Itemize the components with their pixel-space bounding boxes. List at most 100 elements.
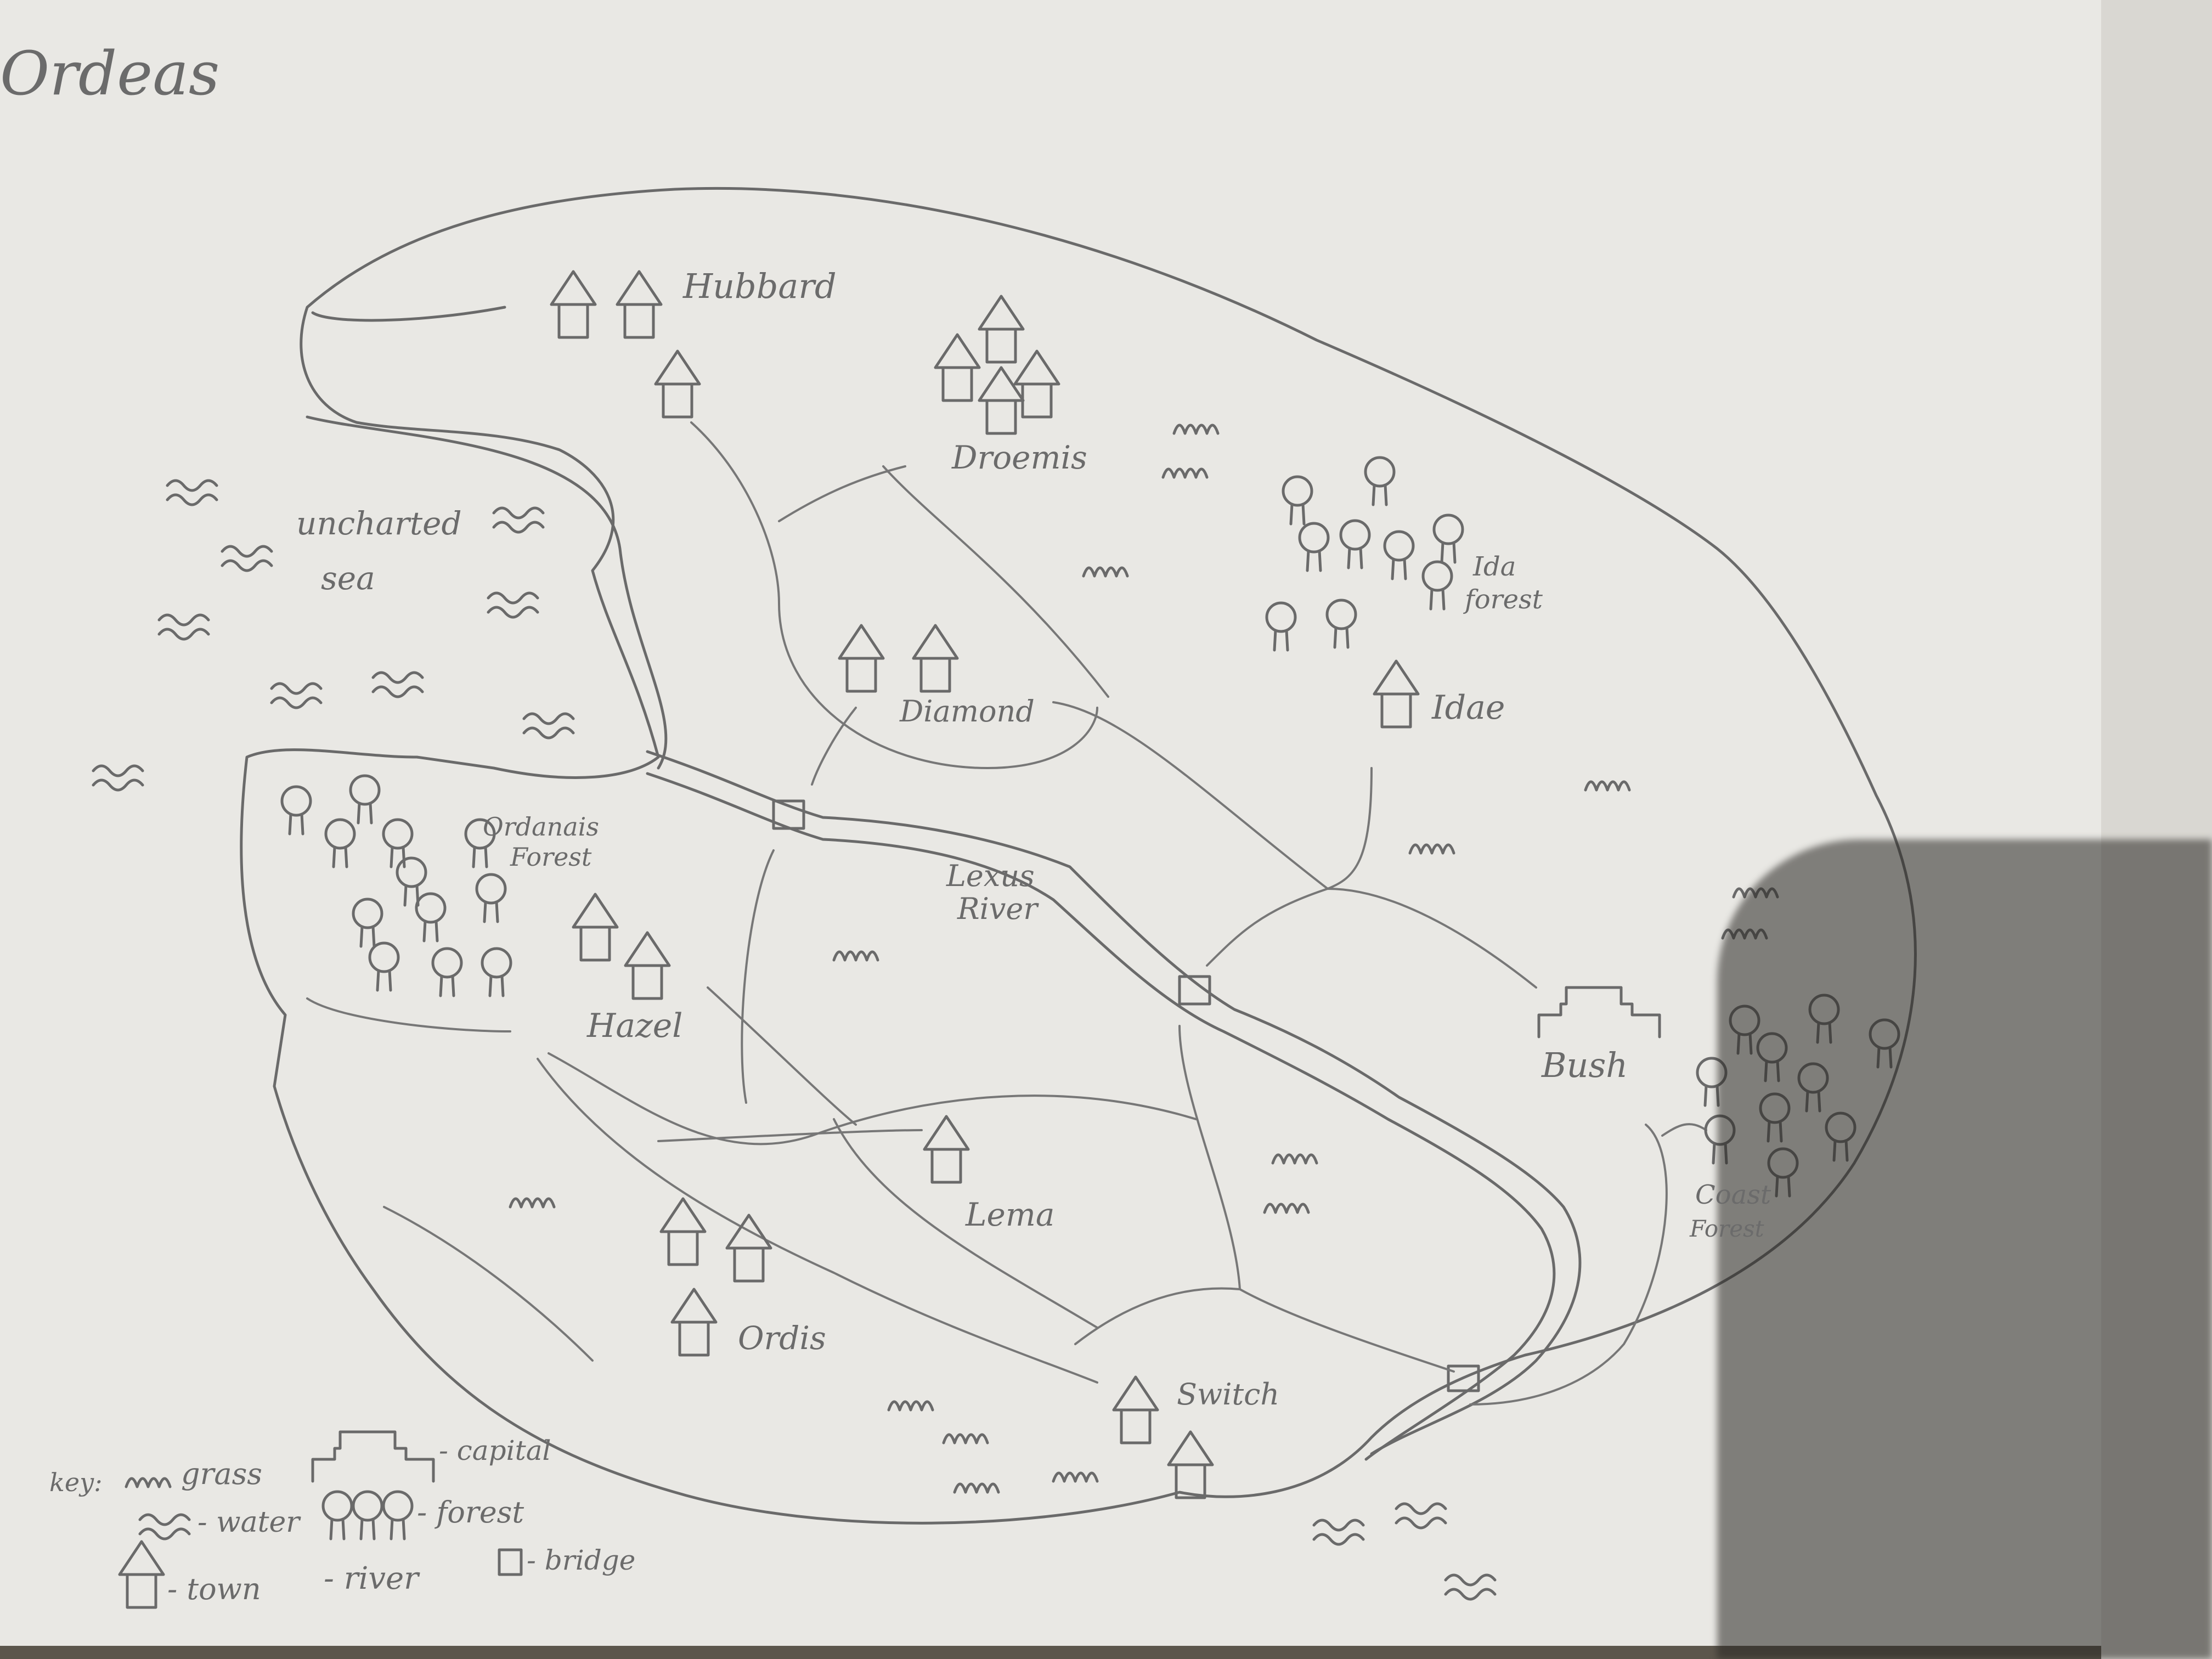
legend-key-label: key:: [49, 1468, 103, 1497]
label-ordanais-line1: Ordanais: [483, 812, 599, 842]
label-uncharted: uncharted: [296, 505, 462, 542]
water-wave-icon: [93, 766, 143, 790]
river-bank-north: [646, 750, 1582, 1455]
legend-grass: grass: [181, 1457, 262, 1491]
label-hubbard: Hubbard: [683, 266, 837, 306]
tree-icon: [323, 1492, 352, 1539]
grass-icon: [1410, 845, 1454, 853]
house-icon: [625, 933, 669, 998]
house-icon: [727, 1215, 771, 1281]
grass-icon: [1273, 1155, 1317, 1163]
house-icon: [1114, 1377, 1158, 1443]
house-icon: [935, 335, 979, 400]
grass-icon: [955, 1484, 998, 1492]
tree-icon: [326, 820, 354, 867]
label-droemis: Droemis: [952, 439, 1087, 476]
water-wave-icon: [140, 1515, 189, 1539]
water-wave-icon: [1446, 1575, 1495, 1599]
water-wave-icon: [222, 546, 272, 571]
house-icon: [672, 1289, 716, 1355]
label-lexus-line1: Lexus: [946, 859, 1035, 893]
shadow: [1717, 839, 2212, 1659]
legend-water: - water: [198, 1506, 300, 1539]
tree-icon: [416, 894, 445, 941]
label-ida-forest-line1: Ida: [1473, 551, 1516, 582]
house-icon: [617, 272, 661, 337]
tree-icon: [353, 899, 382, 946]
castle-icon: [313, 1432, 433, 1481]
sea-coast: [306, 306, 668, 770]
house-icon: [979, 368, 1023, 433]
house-icon: [839, 625, 883, 691]
house-icon: [1015, 351, 1059, 417]
tree-icon: [477, 874, 505, 922]
castle-icon: [1539, 988, 1660, 1037]
label-ordis: Ordis: [738, 1319, 826, 1357]
tree-icon: [353, 1492, 382, 1539]
house-icon: [573, 894, 617, 960]
water-wave-icon: [272, 684, 321, 708]
water-wave-icon: [494, 508, 543, 532]
label-diamond: Diamond: [900, 694, 1035, 729]
grass-icon: [834, 952, 878, 960]
map-title: Ordeas: [0, 38, 220, 109]
river-bank-south: [646, 772, 1556, 1461]
tree-icon: [1365, 458, 1394, 505]
label-bush: Bush: [1542, 1045, 1628, 1085]
grass-icon: [510, 1199, 554, 1207]
legend-capital: - capital: [439, 1435, 551, 1466]
water-wave-icon: [1396, 1504, 1446, 1528]
tree-icon: [1327, 600, 1356, 647]
tree-icon: [1385, 532, 1413, 579]
house-icon: [551, 272, 595, 337]
legend-forest: - forest: [417, 1495, 524, 1530]
bridge-icon: [1178, 975, 1211, 1006]
legend-town: - town: [167, 1572, 261, 1606]
grass-icon: [1084, 568, 1127, 576]
label-lema: Lema: [966, 1196, 1055, 1233]
tree-icon: [370, 943, 398, 990]
tree-icon: [1434, 515, 1463, 562]
house-icon: [1169, 1432, 1212, 1498]
label-coast-forest-line2: Forest: [1690, 1215, 1764, 1242]
bridge-icon: [1447, 1364, 1480, 1392]
house-icon: [979, 296, 1023, 362]
grass-icon: [1174, 425, 1218, 433]
house-icon: [656, 351, 699, 417]
legend-river: - river: [324, 1561, 419, 1596]
tree-icon: [351, 776, 379, 823]
house-icon: [1374, 661, 1418, 727]
grass-icon: [126, 1479, 170, 1487]
tree-icon: [1300, 523, 1328, 571]
water-wave-icon: [524, 714, 573, 738]
tree-icon: [282, 787, 311, 834]
tree-icon: [1283, 477, 1312, 524]
house-icon: [913, 625, 957, 691]
label-ordanais-line2: Forest: [510, 842, 592, 872]
bridge-icon: [772, 799, 805, 830]
tree-icon: [433, 949, 461, 996]
label-ida-forest-line2: forest: [1465, 584, 1543, 615]
label-hazel: Hazel: [587, 1007, 683, 1045]
bridge-icon: [498, 1548, 523, 1576]
label-switch: Switch: [1177, 1377, 1280, 1412]
grass-icon: [1585, 782, 1629, 790]
tree-icon: [1423, 562, 1452, 609]
continent-outline: [240, 187, 1917, 1525]
water-wave-icon: [167, 481, 217, 505]
water-wave-icon: [373, 673, 422, 697]
tree-icon: [383, 1492, 412, 1539]
grass-icon: [944, 1435, 988, 1443]
tree-icon: [1267, 603, 1295, 650]
grass-icon: [889, 1402, 933, 1410]
label-coast-forest-line1: Coast: [1695, 1180, 1771, 1210]
legend-bridge: - bridge: [527, 1544, 636, 1576]
label-lexus-line2: River: [957, 891, 1038, 926]
grass-icon: [1163, 469, 1207, 477]
water-wave-icon: [488, 593, 538, 617]
label-idae: Idae: [1432, 689, 1505, 727]
tree-icon: [1341, 521, 1369, 568]
grass-icon: [1053, 1473, 1097, 1481]
label-sea: sea: [321, 560, 375, 597]
